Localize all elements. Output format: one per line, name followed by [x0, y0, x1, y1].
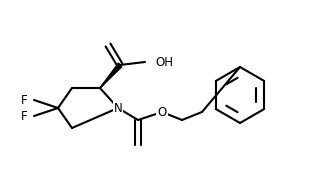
- Text: O: O: [157, 106, 167, 119]
- Text: F: F: [21, 94, 28, 107]
- Text: N: N: [114, 102, 122, 115]
- Text: F: F: [21, 109, 28, 122]
- Polygon shape: [100, 63, 122, 88]
- Text: OH: OH: [155, 55, 173, 68]
